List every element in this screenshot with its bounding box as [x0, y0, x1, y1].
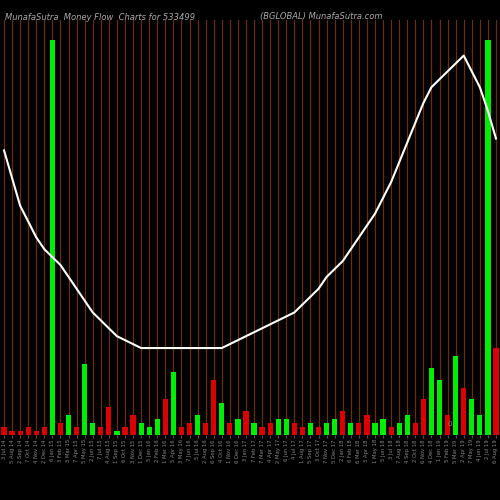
Bar: [372, 423, 378, 435]
Bar: [412, 423, 418, 435]
Bar: [2, 427, 6, 435]
Bar: [340, 412, 345, 435]
Bar: [453, 356, 458, 435]
Bar: [219, 404, 224, 435]
Bar: [494, 348, 498, 435]
Bar: [252, 423, 256, 435]
Bar: [388, 427, 394, 435]
Bar: [268, 423, 273, 435]
Bar: [380, 419, 386, 435]
Bar: [50, 40, 55, 435]
Bar: [300, 427, 305, 435]
Bar: [396, 423, 402, 435]
Bar: [461, 388, 466, 435]
Text: 0: 0: [448, 421, 452, 427]
Bar: [187, 423, 192, 435]
Bar: [171, 372, 176, 435]
Bar: [130, 415, 136, 435]
Bar: [469, 400, 474, 435]
Bar: [114, 431, 119, 435]
Bar: [42, 427, 47, 435]
Bar: [122, 427, 128, 435]
Bar: [486, 40, 490, 435]
Bar: [316, 427, 321, 435]
Bar: [356, 423, 362, 435]
Bar: [195, 415, 200, 435]
Bar: [477, 415, 482, 435]
Bar: [437, 380, 442, 435]
Bar: [34, 431, 39, 435]
Bar: [284, 419, 289, 435]
Text: MunafaSutra  Money Flow  Charts for 533499: MunafaSutra Money Flow Charts for 533499: [5, 12, 195, 22]
Bar: [26, 427, 31, 435]
Bar: [260, 427, 264, 435]
Bar: [324, 423, 329, 435]
Bar: [421, 400, 426, 435]
Bar: [308, 423, 313, 435]
Bar: [10, 431, 14, 435]
Bar: [203, 423, 208, 435]
Bar: [58, 423, 63, 435]
Bar: [276, 419, 281, 435]
Bar: [404, 415, 410, 435]
Text: (BGLOBAL) MunafaSutra.com: (BGLOBAL) MunafaSutra.com: [260, 12, 382, 22]
Bar: [18, 431, 23, 435]
Bar: [66, 415, 71, 435]
Bar: [348, 423, 354, 435]
Bar: [332, 419, 338, 435]
Bar: [236, 419, 240, 435]
Bar: [429, 368, 434, 435]
Bar: [82, 364, 87, 435]
Bar: [154, 419, 160, 435]
Bar: [211, 380, 216, 435]
Bar: [98, 427, 103, 435]
Bar: [179, 427, 184, 435]
Bar: [146, 427, 152, 435]
Bar: [138, 423, 143, 435]
Bar: [74, 427, 79, 435]
Bar: [364, 415, 370, 435]
Bar: [90, 423, 96, 435]
Bar: [292, 423, 297, 435]
Bar: [445, 415, 450, 435]
Bar: [227, 423, 232, 435]
Bar: [106, 408, 112, 435]
Bar: [162, 400, 168, 435]
Bar: [244, 412, 248, 435]
